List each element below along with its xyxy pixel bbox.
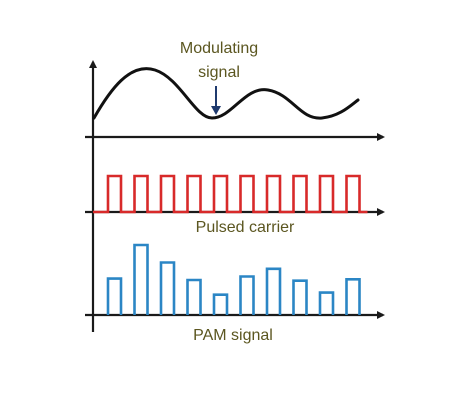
pam-pulse-4	[186, 278, 202, 315]
pam-pulse-1	[106, 277, 123, 315]
modulating-signal-label-line1: Modulating	[180, 40, 258, 57]
pulsed-carrier-waveform	[93, 174, 368, 214]
pam-pulse-3	[159, 261, 176, 315]
pam-pulse-9	[318, 291, 335, 315]
modulating-signal-label-line2: signal	[198, 64, 240, 81]
pulsed-carrier-label: Pulsed carrier	[196, 219, 295, 236]
pam-signal-label: PAM signal	[193, 327, 273, 344]
pam-pulse-5	[212, 293, 229, 315]
modulating-pointer-arrowhead	[211, 106, 221, 115]
carrier-pulse-train	[93, 174, 368, 214]
pam-pulse-8	[292, 279, 308, 315]
pam-signal-pulses	[106, 243, 361, 315]
pam-pulse-7	[265, 267, 282, 315]
pam-pulse-6	[239, 275, 255, 315]
pam-pulse-10	[345, 277, 361, 315]
modulating-signal-wave	[92, 67, 360, 120]
pam-pulse-2	[133, 243, 149, 315]
